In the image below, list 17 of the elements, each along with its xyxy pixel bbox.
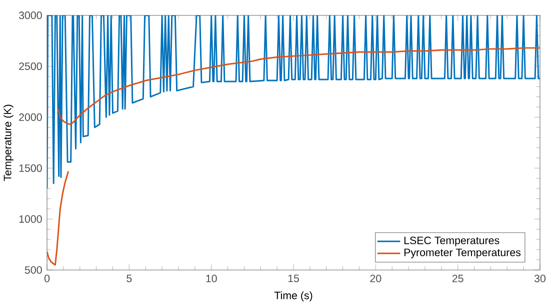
legend-label: Pyrometer Temperatures — [404, 248, 521, 258]
x-tick-label: 15 — [288, 274, 299, 282]
y-tick-label: 1000 — [19, 215, 42, 223]
x-axis-title: Time (s) — [274, 291, 312, 302]
x-tick-label: 5 — [126, 274, 132, 282]
y-tick-label: 1500 — [19, 164, 42, 172]
y-tick-label: 2000 — [19, 113, 42, 121]
x-tick-label: 0 — [44, 274, 50, 282]
y-tick-label: 2500 — [19, 62, 42, 70]
x-tick-label: 25 — [452, 274, 464, 282]
y-tick-label: 500 — [24, 266, 42, 274]
x-tick-label: 10 — [206, 274, 217, 282]
y-axis-title: Temperature (K) — [3, 104, 14, 181]
y-tick-label: 3000 — [18, 12, 42, 20]
x-tick-label: 30 — [534, 274, 546, 282]
legend-label: LSEC Temperatures — [404, 236, 500, 246]
x-tick-label: 20 — [370, 274, 382, 282]
